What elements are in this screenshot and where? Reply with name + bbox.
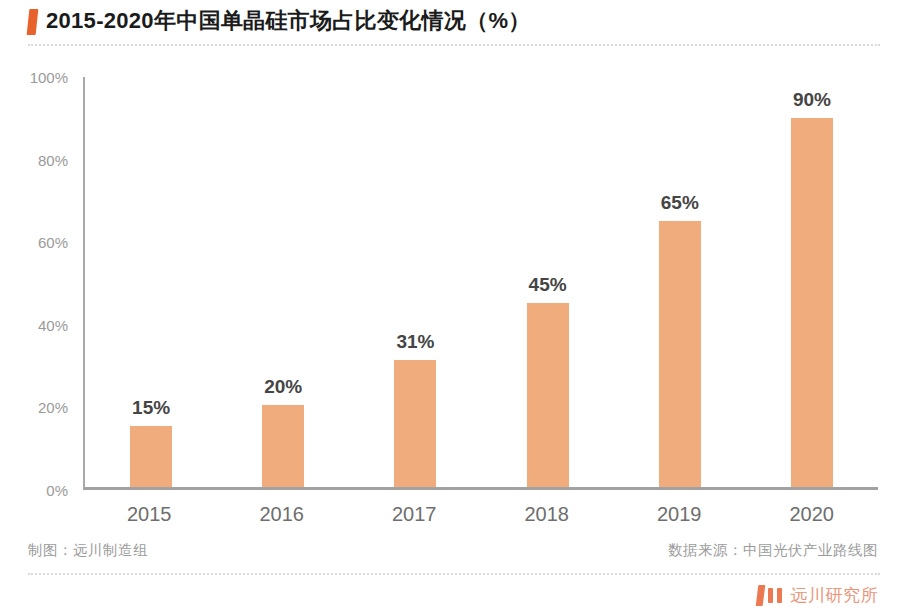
bar-slot: 20% [217,77,349,487]
x-tick-label: 2017 [348,503,481,526]
x-tick-label: 2018 [481,503,614,526]
logo-bar [768,588,773,603]
bar [130,426,172,488]
y-tick-label: 60% [38,234,68,251]
top-dotted-divider [28,44,880,46]
logo-bar [777,588,782,603]
bar [791,118,833,487]
x-tick-label: 2020 [746,503,879,526]
bar-value-label: 15% [132,397,170,419]
y-tick-label: 20% [38,399,68,416]
bar-value-label: 31% [396,331,434,353]
bottom-dotted-divider [28,573,880,575]
y-tick-label: 80% [38,151,68,168]
y-tick-label: 100% [30,69,68,86]
brand-footer: 远川研究所 [757,584,879,607]
x-tick-label: 2016 [216,503,349,526]
three-bars-icon [757,585,782,606]
bar [394,360,436,487]
plot-area: 15% 20% 31% 45% 65% 90% [83,77,878,490]
brand-name: 远川研究所 [791,584,879,607]
bar-slot: 90% [746,77,878,487]
bar-slot: 65% [614,77,746,487]
x-axis-labels: 201520162017201820192020 [83,503,878,526]
page-title: 2015-2020年中国单晶硅市场占比变化情况（%） [46,7,531,35]
bar-value-label: 20% [264,376,302,398]
bar-value-label: 65% [661,192,699,214]
bar-value-label: 90% [793,89,831,111]
x-tick-label: 2019 [613,503,746,526]
bar-slot: 45% [482,77,614,487]
bar [262,405,304,487]
chart-header: 2015-2020年中国单晶硅市场占比变化情况（%） [28,7,878,35]
title-accent-marker-icon [27,9,39,35]
bar-slot: 15% [85,77,217,487]
logo-bar [755,585,765,606]
y-tick-label: 40% [38,316,68,333]
bar-slot: 31% [349,77,481,487]
bar [659,221,701,488]
credit-data-source: 数据来源：中国光伏产业路线图 [668,541,878,560]
credit-author: 制图：远川制造组 [28,541,148,560]
chart-page: 2015-2020年中国单晶硅市场占比变化情况（%） 0% 20% 40% 60% 80… [0,0,900,615]
bar-value-label: 45% [529,274,567,296]
bar [527,303,569,488]
x-tick-label: 2015 [83,503,216,526]
y-tick-label: 0% [46,482,68,499]
y-axis-labels: 0%20%40%60%80%100% [0,77,68,490]
